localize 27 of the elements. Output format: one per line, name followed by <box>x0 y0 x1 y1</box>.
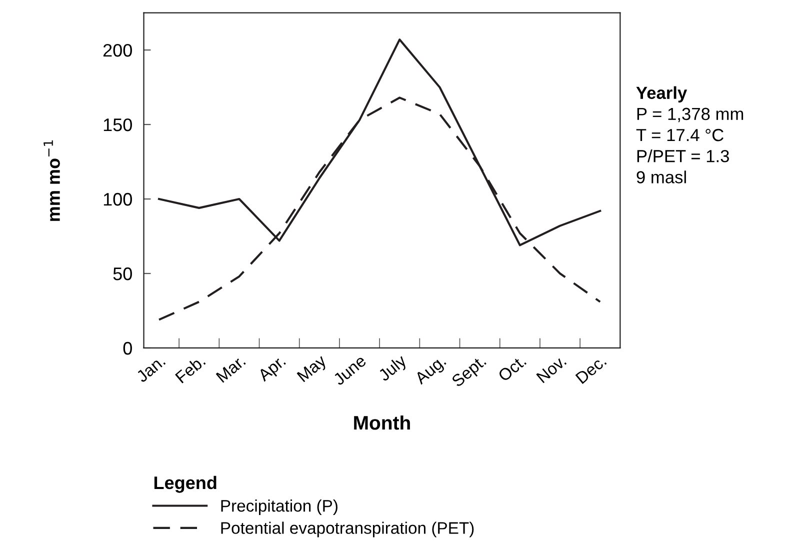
text: P = 1,378 mm <box>637 108 744 122</box>
legend-label: Precipitation (P) <box>221 499 338 516</box>
x-tick-label: July <box>377 354 410 384</box>
x-tick-label: Apr. <box>257 354 288 384</box>
y-axis-title: mm mo$^{−1}$ <box>44 140 60 221</box>
y-tick-label: 50 <box>113 267 132 280</box>
x-tick-label: Oct. <box>497 354 527 382</box>
x-tick-label: Nov. <box>536 354 567 384</box>
x-axis-title: Month <box>354 415 410 430</box>
text: Yearly <box>636 86 688 102</box>
text: 9 masl <box>636 170 686 184</box>
legend-label: Potential evapotranspiration (PET) <box>221 522 474 538</box>
x-tick-label: Mar. <box>216 354 246 383</box>
x-tick-label: June <box>332 354 367 386</box>
x-tick-label: Feb. <box>174 354 206 384</box>
y-tick-label: 200 <box>103 44 132 57</box>
text: T = 17.4 °C <box>636 128 724 142</box>
x-tick-label: May <box>296 354 330 385</box>
text: P/PET = 1.3 <box>637 150 729 162</box>
y-tick-label: 0 <box>123 342 132 355</box>
x-tick-label: Jan. <box>135 354 166 383</box>
y-tick-label: 100 <box>104 192 132 206</box>
x-tick-label: Aug. <box>414 354 449 388</box>
y-tick-label: 150 <box>104 118 132 132</box>
x-tick-label: Sept. <box>450 354 489 390</box>
legend-title: Legend <box>154 476 216 493</box>
x-tick-label: Dec. <box>575 354 607 384</box>
